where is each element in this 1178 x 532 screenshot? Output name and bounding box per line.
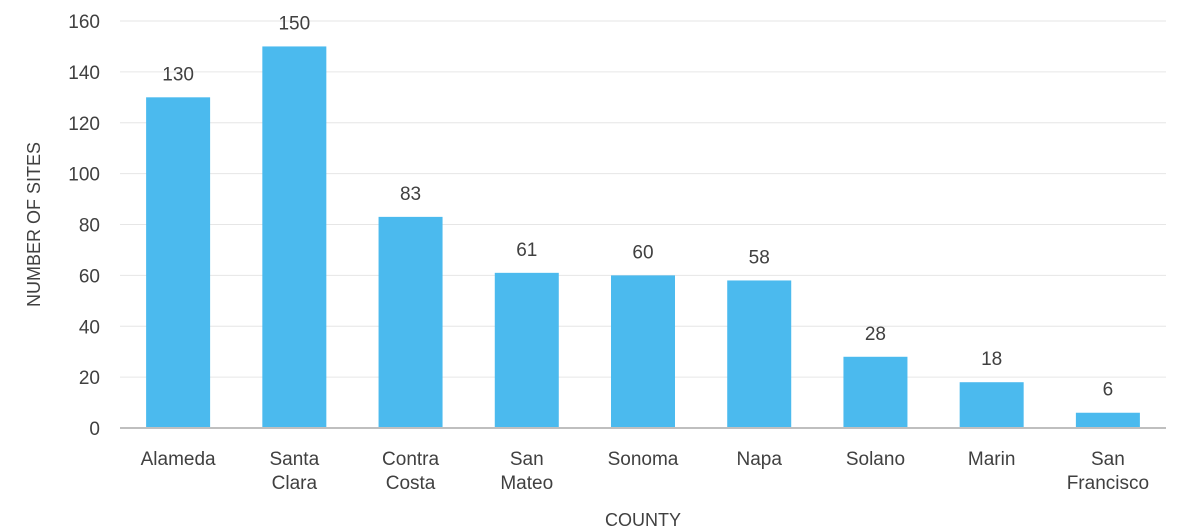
bar <box>843 356 908 428</box>
x-tick-label-line: Solano <box>846 449 905 470</box>
x-tick-label: San Mateo <box>500 449 553 494</box>
data-label: 28 <box>865 324 886 345</box>
y-axis-ticks: 0 20 40 60 80 100 120 140 160 <box>68 12 100 440</box>
x-tick-label: Solano <box>846 449 905 470</box>
bar <box>494 272 559 428</box>
y-tick-label: 0 <box>89 419 100 440</box>
x-axis-title: COUNTY <box>605 510 681 530</box>
x-tick-label-line: San <box>510 449 544 470</box>
x-tick-label: Contra Costa <box>382 449 439 494</box>
x-tick-label-line: Francisco <box>1067 473 1149 494</box>
x-axis-categories: Alameda Santa Clara Contra Costa San Mateo Sono… <box>141 449 1149 494</box>
y-tick-label: 100 <box>68 165 100 186</box>
y-tick-label: 20 <box>79 368 100 389</box>
bar <box>959 382 1024 428</box>
data-label: 83 <box>400 184 421 205</box>
data-label: 18 <box>981 349 1002 370</box>
bar <box>1075 412 1140 428</box>
x-tick-label-line: Costa <box>386 473 436 494</box>
x-tick-label-line: Contra <box>382 449 439 470</box>
data-label: 6 <box>1103 380 1114 401</box>
x-tick-label-line: San <box>1091 449 1125 470</box>
bar <box>378 216 443 428</box>
bar <box>611 275 675 428</box>
x-tick-label: Sonoma <box>608 449 679 470</box>
y-tick-label: 140 <box>68 63 100 84</box>
x-tick-label: San Francisco <box>1067 449 1149 494</box>
data-label: 58 <box>749 247 770 268</box>
y-tick-label: 80 <box>79 216 100 237</box>
data-label: 60 <box>632 242 653 263</box>
x-tick-label-line: Sonoma <box>608 449 679 470</box>
y-tick-label: 40 <box>79 317 100 338</box>
x-tick-label-line: Santa <box>270 449 320 470</box>
x-tick-label-line: Marin <box>968 449 1016 470</box>
bar <box>146 97 211 428</box>
y-tick-label: 60 <box>79 266 100 287</box>
data-labels: 130 150 83 61 60 58 28 18 6 <box>162 13 1113 400</box>
data-label: 130 <box>162 64 194 85</box>
y-axis-title: NUMBER OF SITES <box>24 142 44 307</box>
y-tick-label: 160 <box>68 12 100 33</box>
bar <box>262 46 327 428</box>
x-tick-label-line: Mateo <box>500 473 553 494</box>
bar <box>727 280 792 428</box>
x-tick-label-line: Alameda <box>141 449 216 470</box>
data-label: 150 <box>278 13 310 34</box>
x-tick-label-line: Napa <box>737 449 783 470</box>
bars <box>146 46 1140 428</box>
data-label: 61 <box>516 240 537 261</box>
x-tick-label: Santa Clara <box>270 449 320 494</box>
x-tick-label-line: Clara <box>272 473 318 494</box>
x-tick-label: Alameda <box>141 449 216 470</box>
x-tick-label: Marin <box>968 449 1016 470</box>
y-tick-label: 120 <box>68 114 100 135</box>
x-tick-label: Napa <box>737 449 783 470</box>
